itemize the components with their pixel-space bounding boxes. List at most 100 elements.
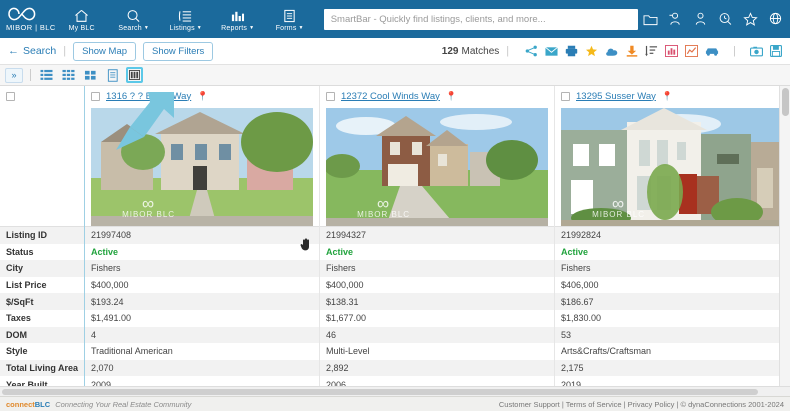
sort-icon[interactable] bbox=[645, 45, 658, 57]
photo-watermark: ∞ MIBOR BLC bbox=[122, 195, 176, 219]
listing-header: 13295 Susser Way 📍 bbox=[555, 86, 789, 106]
row-label: City bbox=[0, 260, 84, 277]
cell-living-area: 2,175 bbox=[555, 359, 789, 377]
listing-photo[interactable]: ∞ MIBOR BLC bbox=[91, 108, 313, 226]
result-action-icons: | bbox=[525, 45, 782, 57]
save-icon[interactable] bbox=[770, 45, 782, 57]
cell-listing-id: 21994327 bbox=[320, 227, 554, 244]
share-icon[interactable] bbox=[525, 45, 538, 57]
cell-listing-id: 21992824 bbox=[555, 227, 789, 244]
grid-view-icon[interactable] bbox=[60, 67, 77, 83]
row-label: $/SqFt bbox=[0, 293, 84, 310]
show-map-button[interactable]: Show Map bbox=[73, 41, 137, 61]
row-label: Status bbox=[0, 243, 84, 261]
cell-taxes: $1,491.00 bbox=[85, 309, 319, 327]
map-pin-icon[interactable]: 📍 bbox=[445, 90, 458, 101]
cell-city: Fishers bbox=[320, 260, 554, 277]
horizontal-scrollbar-thumb[interactable] bbox=[2, 389, 758, 395]
cell-year-built: 2009 bbox=[85, 376, 319, 386]
line-chart-icon[interactable] bbox=[685, 45, 699, 57]
back-to-search-button[interactable]: ← Search bbox=[8, 45, 56, 57]
column-view-icon[interactable] bbox=[126, 67, 143, 83]
listing-checkbox[interactable] bbox=[91, 91, 100, 101]
search-history-icon[interactable] bbox=[713, 0, 738, 38]
cell-status: Active bbox=[555, 243, 789, 261]
cell-price-per-sqft: $138.31 bbox=[320, 293, 554, 310]
listing-header: 1316 ? ? Elster Way 📍 bbox=[85, 86, 319, 106]
listing-address-link[interactable]: 12372 Cool Winds Way bbox=[341, 90, 440, 102]
cloud-icon[interactable] bbox=[605, 46, 619, 57]
watermark-text: MIBOR BLC bbox=[592, 209, 646, 219]
camera-icon[interactable] bbox=[750, 46, 763, 57]
map-pin-icon[interactable]: 📍 bbox=[197, 90, 209, 101]
match-count: 129 bbox=[441, 45, 459, 57]
match-label: Matches bbox=[461, 45, 500, 57]
vertical-scrollbar-thumb[interactable] bbox=[782, 88, 789, 116]
mibor-blc-logo[interactable]: MIBOR | BLC bbox=[6, 6, 56, 32]
nav-item-listings[interactable]: Listings ▼ bbox=[160, 6, 212, 32]
email-icon[interactable] bbox=[545, 46, 558, 57]
map-pin-icon[interactable]: 📍 bbox=[661, 90, 674, 101]
list-view-icon[interactable] bbox=[38, 67, 55, 83]
row-label: List Price bbox=[0, 276, 84, 294]
listing-values: 21992824 Active Fishers $406,000 $186.67… bbox=[555, 226, 789, 386]
listing-values: 21994327 Active Fishers $400,000 $138.31… bbox=[320, 226, 554, 386]
field-label-column: Listing ID Status City List Price $/SqFt… bbox=[0, 86, 85, 386]
print-icon[interactable] bbox=[565, 45, 578, 57]
listing-column: 13295 Susser Way 📍 bbox=[555, 86, 790, 386]
nav-label: Forms bbox=[275, 25, 297, 32]
cell-list-price: $400,000 bbox=[85, 276, 319, 294]
divider bbox=[30, 69, 31, 81]
cell-style: Traditional American bbox=[85, 343, 319, 360]
nav-item-forms[interactable]: Forms ▼ bbox=[264, 6, 316, 32]
nav-item-reports[interactable]: Reports ▼ bbox=[212, 6, 264, 32]
footer-bar: connectBLC Connecting Your Real Estate C… bbox=[0, 396, 790, 411]
cell-city: Fishers bbox=[555, 260, 789, 277]
add-contact-icon[interactable] bbox=[663, 0, 688, 38]
expand-panel-button[interactable]: » bbox=[5, 67, 23, 83]
nav-item-my-blc[interactable]: My BLC bbox=[56, 6, 108, 32]
star-icon[interactable] bbox=[585, 45, 598, 57]
cell-year-built: 2006 bbox=[320, 376, 554, 386]
cell-year-built: 2019 bbox=[555, 376, 789, 386]
chevron-down-icon: ▼ bbox=[196, 25, 202, 31]
watermark-text: MIBOR BLC bbox=[122, 209, 176, 219]
download-icon[interactable] bbox=[626, 45, 638, 57]
star-icon[interactable] bbox=[738, 0, 763, 38]
bar-chart-icon bbox=[230, 8, 245, 23]
listing-columns: 1316 ? ? Elster Way 📍 bbox=[85, 86, 790, 386]
nav-item-search[interactable]: Search ▼ bbox=[108, 6, 160, 32]
connectblc-logo: connectBLC bbox=[6, 400, 50, 409]
listing-photo[interactable]: ∞ MIBOR BLC bbox=[561, 108, 783, 226]
contact-icon[interactable] bbox=[688, 0, 713, 38]
search-icon bbox=[126, 8, 141, 23]
listing-address-link[interactable]: 1316 ? ? Elster Way bbox=[106, 90, 192, 102]
globe-icon[interactable] bbox=[763, 0, 788, 38]
select-all-checkbox[interactable] bbox=[6, 91, 15, 101]
folder-icon[interactable] bbox=[638, 0, 663, 38]
detail-view-icon[interactable] bbox=[104, 67, 121, 83]
show-filters-button[interactable]: Show Filters bbox=[143, 41, 214, 61]
bar-chart-icon[interactable] bbox=[665, 45, 679, 57]
action-toolbar: ← Search | Show Map Show Filters 129 Mat… bbox=[0, 38, 790, 65]
cell-status: Active bbox=[320, 243, 554, 261]
card-view-icon[interactable] bbox=[82, 67, 99, 83]
listing-address-link[interactable]: 13295 Susser Way bbox=[576, 90, 656, 102]
nav-label: My BLC bbox=[68, 25, 95, 32]
document-icon bbox=[282, 8, 297, 23]
list-icon bbox=[178, 8, 193, 23]
divider: | bbox=[506, 45, 510, 57]
listing-photo[interactable]: ∞ MIBOR BLC bbox=[326, 108, 548, 226]
watermark-text: MIBOR BLC bbox=[357, 209, 411, 219]
car-icon[interactable] bbox=[705, 46, 719, 57]
listing-checkbox[interactable] bbox=[326, 91, 335, 101]
footer-links[interactable]: Customer Support | Terms of Service | Pr… bbox=[498, 399, 784, 409]
horizontal-scrollbar[interactable] bbox=[0, 386, 790, 396]
listing-checkbox[interactable] bbox=[561, 91, 570, 101]
vertical-scrollbar[interactable] bbox=[779, 86, 790, 386]
top-right-icon-group bbox=[638, 0, 790, 38]
smartbar-search-input[interactable]: SmartBar - Quickly find listings, client… bbox=[323, 8, 638, 30]
cell-list-price: $406,000 bbox=[555, 276, 789, 294]
footer-brand-blc: BLC bbox=[34, 399, 51, 409]
row-label: DOM bbox=[0, 326, 84, 344]
